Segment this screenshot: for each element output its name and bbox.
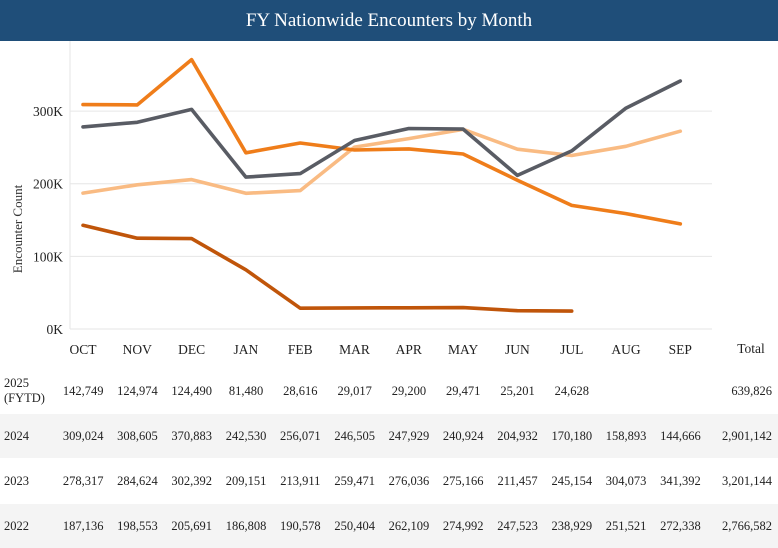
x-tick-label: JAN bbox=[234, 342, 259, 357]
table-cell: 275,166 bbox=[442, 473, 484, 488]
row-total: 639,826 bbox=[731, 383, 772, 398]
table-cell: 247,929 bbox=[381, 414, 437, 458]
series-line-2025 bbox=[81, 223, 574, 313]
table-row: 2025 (FYTD) 142,749 124,974 124,490 81,480 28,… bbox=[0, 368, 778, 414]
line-chart: 0K 100K 200K 300K Encounter Count OCT NOV DEC… bbox=[10, 41, 765, 357]
table-cell: 29,471 bbox=[446, 383, 481, 398]
total-column-header: Total bbox=[737, 341, 765, 356]
table-cell: 370,883 bbox=[164, 414, 219, 458]
table-cell: 158,893 bbox=[598, 414, 654, 458]
row-year-label: 2022 bbox=[0, 504, 56, 548]
y-tick-label: 300K bbox=[33, 104, 63, 119]
x-tick-label: MAR bbox=[339, 342, 370, 357]
x-tick-label: DEC bbox=[178, 342, 205, 357]
table-cell bbox=[653, 368, 707, 414]
row-year-label: 2023 bbox=[4, 473, 29, 488]
table-cell: 124,974 bbox=[117, 383, 158, 398]
x-tick-label: FEB bbox=[288, 342, 313, 357]
table-cell: 28,616 bbox=[283, 383, 318, 398]
table-cell: 81,480 bbox=[228, 383, 264, 398]
table-cell: 204,932 bbox=[490, 414, 545, 458]
y-tick-label: 200K bbox=[33, 177, 63, 192]
table-cell: 238,929 bbox=[544, 504, 599, 548]
x-tick-label: JUN bbox=[505, 342, 530, 357]
table-cell: 211,457 bbox=[497, 473, 538, 488]
row-year-label: 2024 bbox=[0, 414, 56, 458]
table-cell: 24,628 bbox=[554, 383, 589, 398]
series-line-2022 bbox=[81, 127, 683, 196]
x-tick-label: NOV bbox=[123, 342, 152, 357]
row-total: 3,201,144 bbox=[722, 473, 772, 488]
table-cell: 246,505 bbox=[327, 414, 382, 458]
table-cell: 209,151 bbox=[225, 473, 267, 488]
data-table: 2025 (FYTD) 142,749 124,974 124,490 81,480 28,… bbox=[0, 368, 778, 548]
table-cell: 144,666 bbox=[653, 414, 708, 458]
series-lines bbox=[81, 57, 683, 313]
table-cell: 29,017 bbox=[337, 383, 372, 398]
table-cell: 170,180 bbox=[544, 414, 599, 458]
x-tick-label: MAY bbox=[448, 342, 479, 357]
table-cell: 262,109 bbox=[381, 504, 437, 548]
table-cell: 274,992 bbox=[436, 504, 491, 548]
y-tick-label: 0K bbox=[47, 322, 64, 337]
table-row: 2024 309,024 308,605 370,883 242,530 256,071 2… bbox=[0, 414, 778, 458]
table-cell: 247,523 bbox=[490, 504, 545, 548]
table-cell: 242,530 bbox=[218, 414, 274, 458]
gridlines bbox=[69, 41, 712, 330]
table-cell: 278,317 bbox=[62, 473, 104, 488]
table-row: 2023 278,317 284,624 302,392 209,151 213,911 2… bbox=[0, 458, 778, 504]
table-cell: 251,521 bbox=[598, 504, 654, 548]
table-cell: 25,201 bbox=[500, 383, 535, 398]
table-cell: 250,404 bbox=[327, 504, 382, 548]
x-tick-label: OCT bbox=[70, 342, 98, 357]
table-cell: 198,553 bbox=[110, 504, 165, 548]
table-cell bbox=[599, 368, 653, 414]
table-cell: 213,911 bbox=[280, 473, 321, 488]
table-cell: 29,200 bbox=[391, 383, 427, 398]
table-cell: 240,924 bbox=[436, 414, 491, 458]
x-tick-label: APR bbox=[396, 342, 422, 357]
x-axis-ticks: OCT NOV DEC JAN FEB MAR APR MAY JUN JUL AUG SEP bbox=[70, 342, 692, 357]
table-cell: 124,490 bbox=[171, 383, 213, 398]
table-cell: 245,154 bbox=[551, 473, 593, 488]
x-tick-label: AUG bbox=[611, 342, 640, 357]
chart-title: FY Nationwide Encounters by Month bbox=[0, 0, 778, 41]
table-cell: 341,392 bbox=[660, 473, 701, 488]
table-cell: 205,691 bbox=[164, 504, 219, 548]
table-cell: 272,338 bbox=[653, 504, 708, 548]
y-tick-label: 100K bbox=[33, 249, 63, 264]
table-cell: 309,024 bbox=[56, 414, 111, 458]
series-line-2023 bbox=[81, 79, 683, 179]
table-cell: 284,624 bbox=[117, 473, 158, 488]
x-tick-label: SEP bbox=[669, 342, 692, 357]
table-cell: 259,471 bbox=[334, 473, 375, 488]
row-total: 2,901,142 bbox=[707, 414, 778, 458]
row-total: 2,766,582 bbox=[707, 504, 778, 548]
table-cell: 276,036 bbox=[388, 473, 430, 488]
y-axis-label: Encounter Count bbox=[10, 184, 25, 273]
y-axis-ticks: 0K 100K 200K 300K bbox=[33, 104, 63, 337]
table-cell: 302,392 bbox=[171, 473, 213, 488]
table-cell: 142,749 bbox=[62, 383, 104, 398]
table-row: 2022 187,136 198,553 205,691 186,808 190,578 2… bbox=[0, 504, 778, 548]
row-year-label: 2025 (FYTD) bbox=[4, 376, 45, 405]
table-cell: 187,136 bbox=[56, 504, 111, 548]
table-cell: 256,071 bbox=[273, 414, 328, 458]
series-line-2024 bbox=[81, 57, 683, 226]
table-cell: 308,605 bbox=[110, 414, 165, 458]
x-tick-label: JUL bbox=[560, 342, 583, 357]
table-cell: 186,808 bbox=[218, 504, 274, 548]
table-cell: 304,073 bbox=[605, 473, 647, 488]
table-cell: 190,578 bbox=[273, 504, 328, 548]
